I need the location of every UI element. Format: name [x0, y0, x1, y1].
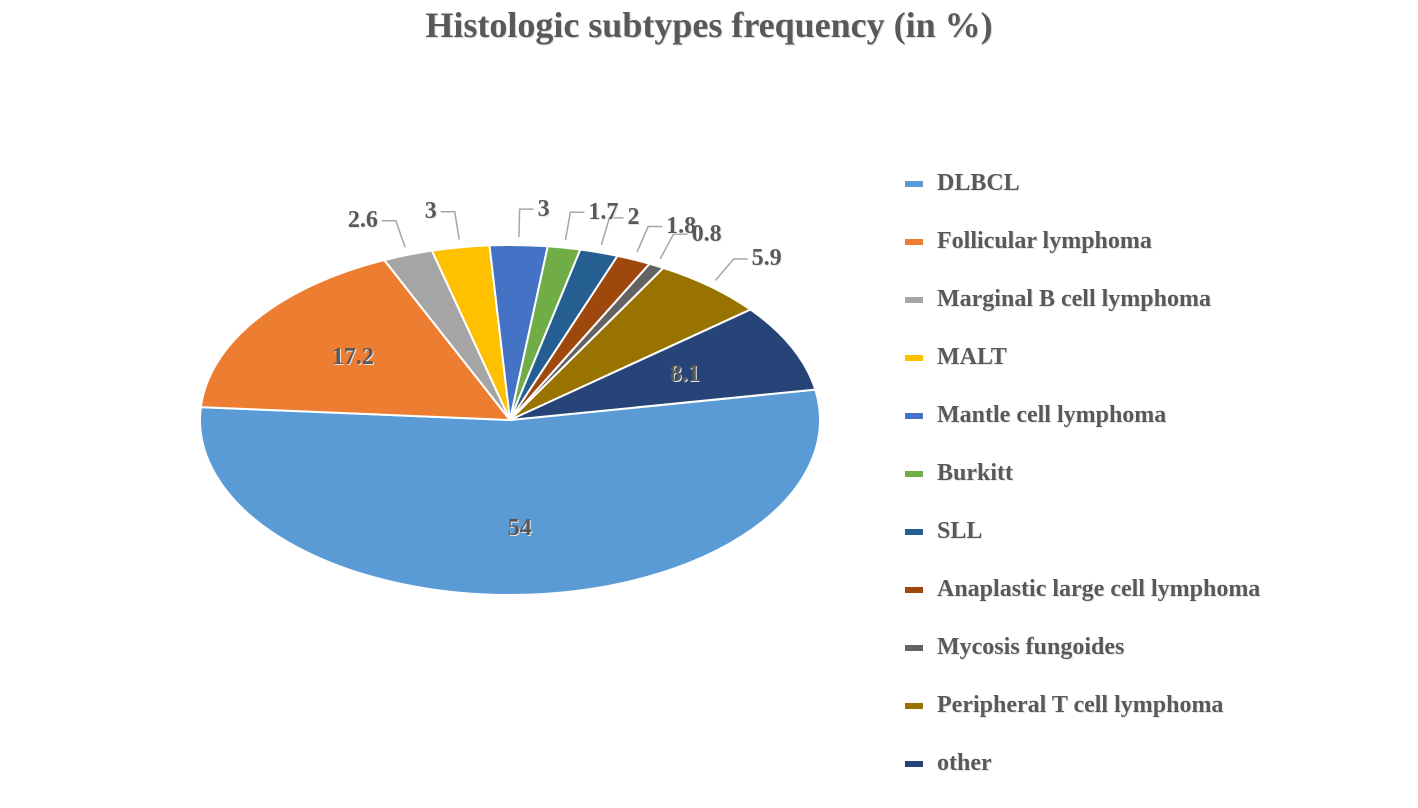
legend-item: Mantle cell lymphoma: [905, 402, 1405, 429]
legend-swatch: [905, 587, 923, 593]
legend-item: Follicular lymphoma: [905, 228, 1405, 255]
legend-label: Peripheral T cell lymphoma: [937, 692, 1223, 719]
pie-data-label: 5.9: [752, 245, 782, 272]
legend-swatch: [905, 239, 923, 245]
legend-item: SLL: [905, 518, 1405, 545]
legend-item: Peripheral T cell lymphoma: [905, 692, 1405, 719]
legend: DLBCL Follicular lymphoma Marginal B cell …: [905, 170, 1405, 808]
pie-data-label: 2: [627, 204, 639, 231]
legend-label: DLBCL: [937, 170, 1020, 197]
leader-line: [441, 212, 459, 240]
legend-item: Marginal B cell lymphoma: [905, 286, 1405, 313]
legend-swatch: [905, 297, 923, 303]
legend-item: DLBCL: [905, 170, 1405, 197]
pie-data-label: 1.7: [588, 199, 618, 226]
pie-data-label: 8.1: [670, 361, 700, 388]
legend-swatch: [905, 471, 923, 477]
pie-data-label: 0.8: [692, 221, 722, 248]
legend-item: Anaplastic large cell lymphoma: [905, 576, 1405, 603]
leader-line: [716, 259, 748, 280]
pie-svg: [100, 170, 860, 730]
legend-item: MALT: [905, 344, 1405, 371]
legend-label: Mantle cell lymphoma: [937, 402, 1166, 429]
legend-label: MALT: [937, 344, 1007, 371]
leader-line: [519, 209, 534, 237]
legend-label: other: [937, 750, 992, 777]
chart-title: Histologic subtypes frequency (in %): [0, 4, 1418, 46]
legend-swatch: [905, 413, 923, 419]
pie-data-label: 17.2: [332, 344, 374, 371]
legend-label: Mycosis fungoides: [937, 634, 1124, 661]
legend-swatch: [905, 703, 923, 709]
legend-item: Mycosis fungoides: [905, 634, 1405, 661]
legend-swatch: [905, 355, 923, 361]
legend-label: Follicular lymphoma: [937, 228, 1152, 255]
pie-chart: 5417.22.6331.721.80.85.98.1: [100, 170, 860, 730]
legend-swatch: [905, 529, 923, 535]
legend-label: Anaplastic large cell lymphoma: [937, 576, 1260, 603]
legend-item: other: [905, 750, 1405, 777]
pie-data-label: 3: [425, 198, 437, 225]
legend-label: SLL: [937, 518, 982, 545]
pie-data-label: 54: [508, 515, 532, 542]
legend-label: Burkitt: [937, 460, 1013, 487]
legend-swatch: [905, 645, 923, 651]
leader-line: [565, 212, 584, 240]
legend-swatch: [905, 181, 923, 187]
leader-line: [382, 221, 405, 247]
legend-label: Marginal B cell lymphoma: [937, 286, 1211, 313]
legend-item: Burkitt: [905, 460, 1405, 487]
pie-data-label: 2.6: [348, 207, 378, 234]
leader-line: [637, 227, 662, 253]
legend-swatch: [905, 761, 923, 767]
pie-data-label: 3: [538, 196, 550, 223]
